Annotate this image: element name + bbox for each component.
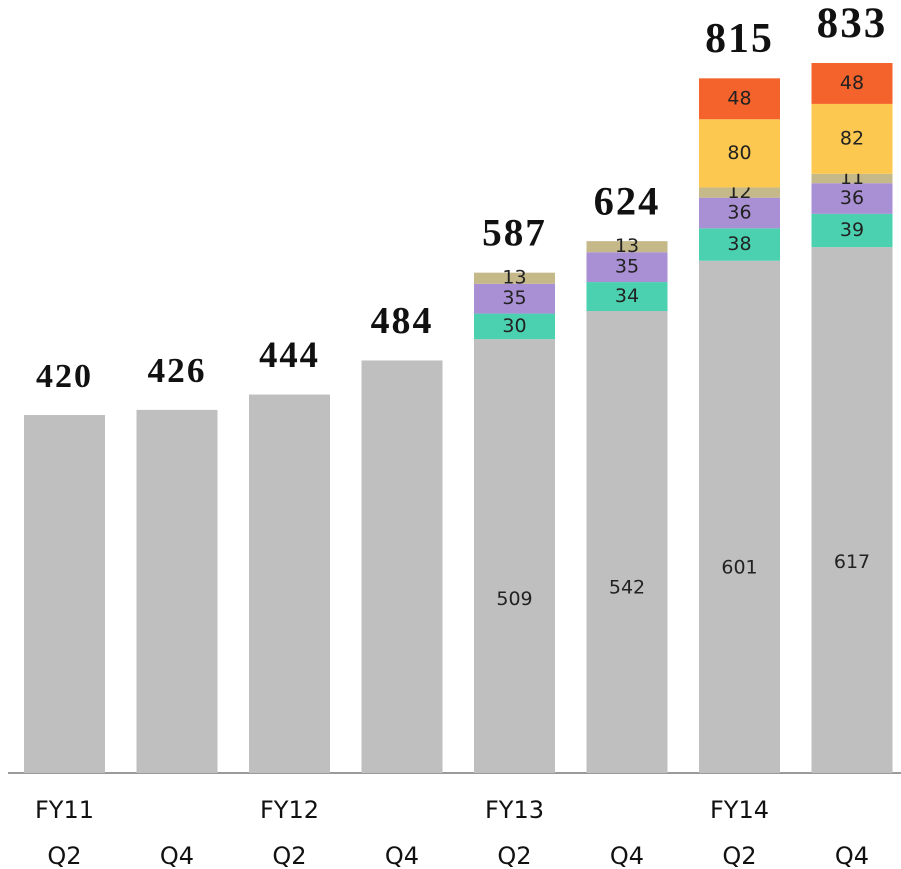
bar-segment (811, 103, 893, 174)
x-tick-label: Q2 (497, 842, 531, 869)
segment-label: 38 (727, 233, 751, 255)
total-label: 484 (371, 300, 434, 342)
x-tick-label: Q4 (385, 842, 419, 869)
bar-segment (699, 119, 780, 188)
total-label: 624 (594, 178, 661, 223)
total-label: 833 (817, 0, 888, 47)
bar-segment (811, 63, 893, 104)
bar-segment (249, 394, 330, 773)
bar-segment (474, 313, 555, 340)
total-label: 587 (482, 212, 547, 255)
segment-label: 35 (502, 287, 526, 309)
total-label: 815 (705, 16, 774, 62)
bar-segment (586, 311, 668, 773)
segment-label: 13 (615, 235, 639, 257)
bar-segment (361, 360, 443, 773)
bar-segment (699, 228, 780, 261)
year-label: FY12 (260, 796, 319, 824)
bar-segment (586, 241, 668, 253)
segment-label: 48 (840, 72, 864, 94)
segment-label: 39 (840, 219, 864, 241)
x-tick-label: Q2 (722, 842, 756, 869)
segment-label: 82 (840, 127, 864, 149)
segment-label: 13 (502, 267, 526, 289)
segment-label: 36 (840, 187, 864, 209)
segment-label: 80 (727, 142, 751, 164)
x-tick-label: Q2 (47, 842, 81, 869)
year-label: FY13 (485, 796, 544, 824)
segment-label: 35 (615, 256, 639, 278)
bar-segment (586, 252, 668, 283)
bar-segment (811, 213, 893, 248)
total-label: 444 (259, 334, 320, 375)
bar-segment (811, 183, 893, 214)
segment-label: 34 (615, 285, 639, 307)
x-tick-label: Q2 (272, 842, 306, 869)
segment-label: 30 (502, 315, 526, 337)
x-tick-label: Q4 (835, 842, 869, 869)
bar-segment (699, 187, 780, 198)
bar-segment (474, 272, 555, 284)
year-label: FY11 (35, 796, 94, 824)
bar-segment (474, 339, 555, 773)
segment-label: 36 (727, 202, 751, 224)
x-tick-label: Q4 (160, 842, 194, 869)
total-label: 420 (36, 358, 93, 395)
segment-label: 509 (496, 588, 532, 610)
bar-segment (699, 197, 780, 229)
bar-segment (136, 409, 218, 773)
bar-segment (586, 282, 668, 312)
x-tick-label: Q4 (610, 842, 644, 869)
segment-label: 617 (834, 551, 870, 573)
bar-segment (474, 283, 555, 314)
bar-segment (24, 415, 105, 773)
segment-label: 48 (727, 87, 751, 109)
bar-segment (699, 78, 780, 120)
total-label: 426 (148, 351, 207, 390)
segment-label: 601 (721, 557, 757, 579)
segment-label: 542 (609, 577, 645, 599)
bar-segment (699, 260, 780, 773)
year-label: FY14 (710, 796, 769, 824)
bar-segment (811, 173, 893, 184)
bar-segment (811, 247, 893, 773)
